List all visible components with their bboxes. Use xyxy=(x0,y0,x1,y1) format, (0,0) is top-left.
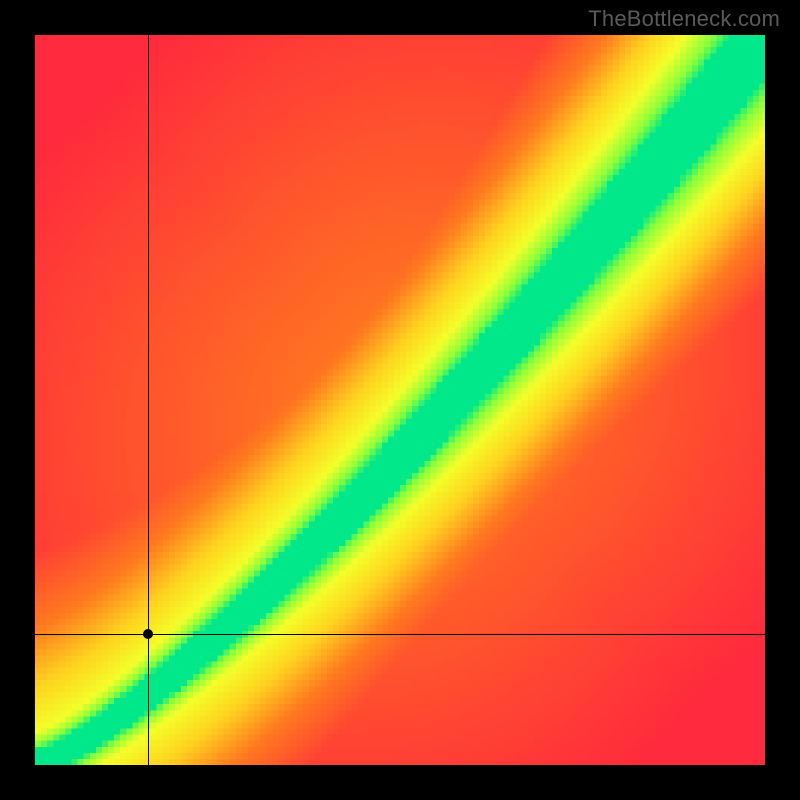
bottleneck-heatmap xyxy=(35,35,765,765)
watermark-text: TheBottleneck.com xyxy=(588,6,780,32)
heatmap-canvas xyxy=(35,35,765,765)
